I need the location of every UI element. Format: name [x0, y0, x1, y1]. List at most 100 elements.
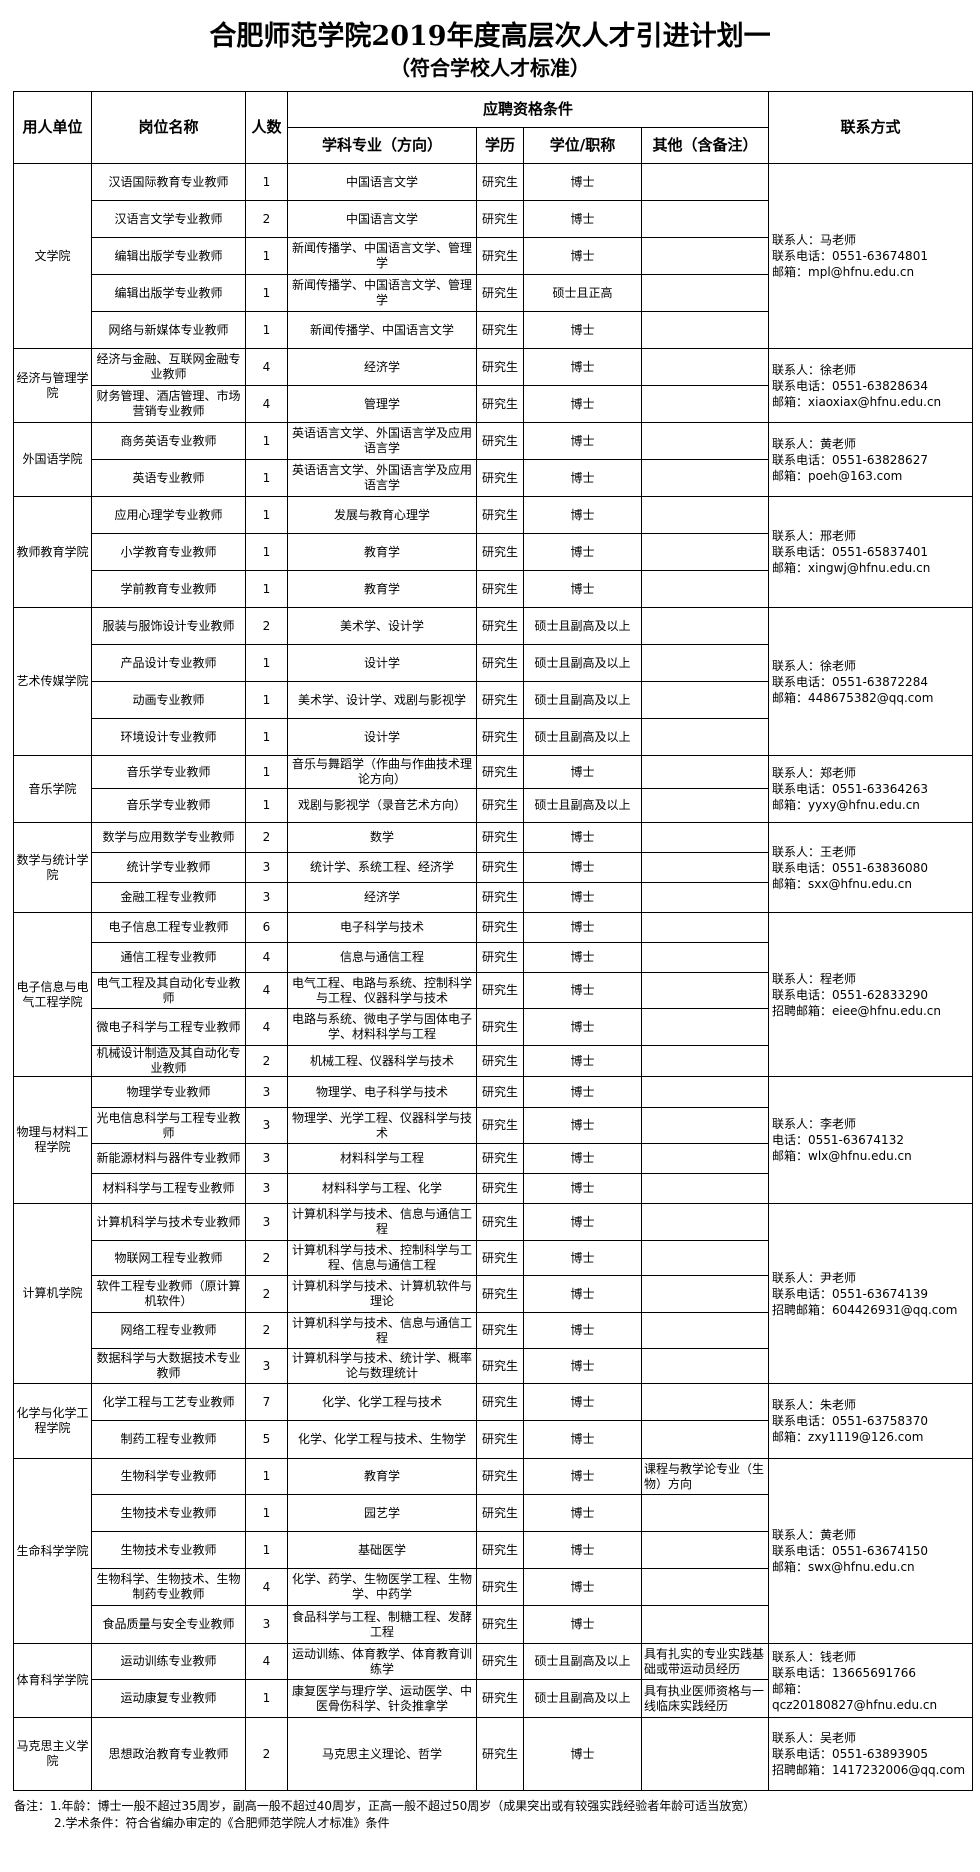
headcount: 4 [245, 1008, 288, 1046]
headcount: 3 [245, 882, 288, 913]
other-notes [640, 882, 770, 913]
major: 材料科学与工程、化学 [287, 1173, 477, 1204]
degree: 博士 [523, 1420, 642, 1459]
position-name: 产品设计专业教师 [91, 644, 246, 682]
headcount: 2 [245, 1240, 288, 1276]
position-name: 运动训练专业教师 [91, 1643, 246, 1680]
page-subtitle: （符合学校人才标准） [390, 56, 590, 80]
headcount: 3 [245, 1143, 288, 1174]
headcount: 2 [245, 822, 288, 853]
education: 研究生 [476, 1045, 524, 1077]
table-row: 物联网工程专业教师 2 计算机科学与技术、控制科学与工程、信息与通信工程 研究生 博士 [14, 1240, 973, 1276]
education: 研究生 [476, 755, 524, 789]
major: 发展与教育心理学 [287, 496, 477, 534]
recruitment-table: 用人单位 岗位名称 人数 应聘资格条件 联系方式 学科专业（方向） 学历 学位/… [13, 91, 974, 1791]
other-notes: 课程与教学论专业（生物）方向 [640, 1458, 770, 1495]
major: 机械工程、仪器科学与技术 [287, 1045, 477, 1077]
headcount: 1 [245, 1458, 288, 1495]
degree: 博士 [523, 1494, 642, 1532]
other-notes [640, 788, 770, 823]
degree: 博士 [523, 348, 642, 386]
degree: 博士 [523, 942, 642, 973]
other-notes [640, 1717, 770, 1791]
major: 计算机科学与技术、计算机软件与理论 [287, 1275, 477, 1313]
unit-name: 音乐学院 [13, 755, 92, 823]
degree: 博士 [523, 422, 642, 460]
degree: 博士 [523, 237, 642, 275]
contact-line: 联系电话：0551-63674801 [772, 249, 928, 263]
contact-info: 联系人：黄老师 联系电话：0551-63674150 邮箱：swx@hfnu.edu… [768, 1458, 974, 1644]
contact-info: 联系人：朱老师 联系电话：0551-63758370 邮箱：zxy1119@126.… [768, 1383, 974, 1459]
degree: 博士 [523, 1383, 642, 1421]
unit-name: 化学与化学工程学院 [13, 1383, 92, 1459]
other-notes: 具有扎实的专业实践基础或带运动员经历 [640, 1643, 770, 1680]
headcount: 4 [245, 942, 288, 973]
education: 研究生 [476, 972, 524, 1009]
education: 研究生 [476, 882, 524, 913]
major: 设计学 [287, 718, 477, 756]
headcount: 4 [245, 385, 288, 423]
contact-line: 邮箱：mpl@hfnu.edu.cn [772, 265, 915, 279]
education: 研究生 [476, 1494, 524, 1532]
education: 研究生 [476, 644, 524, 682]
position-name: 应用心理学专业教师 [91, 496, 246, 534]
major: 统计学、系统工程、经济学 [287, 852, 477, 883]
other-notes [640, 163, 770, 201]
table-row: 教师教育学院 应用心理学专业教师 1 发展与教育心理学 研究生 博士 联系人：邢老师 联系电话… [13, 496, 974, 608]
headcount: 1 [245, 163, 288, 201]
position-name: 数学与应用数学专业教师 [91, 822, 246, 853]
education: 研究生 [476, 1458, 524, 1495]
contact-line: 联系电话：0551-62833290 [772, 987, 928, 1002]
position-name: 思想政治教育专业教师 [91, 1717, 246, 1791]
major: 经济学 [287, 882, 477, 913]
other-notes [640, 496, 770, 534]
degree: 博士 [523, 1568, 642, 1606]
major: 食品科学与工程、制糖工程、发酵工程 [287, 1605, 477, 1644]
major: 美术学、设计学、戏剧与影视学 [287, 681, 477, 719]
position-name: 光电信息科学与工程专业教师 [91, 1107, 246, 1144]
other-notes [640, 1420, 770, 1459]
education: 研究生 [476, 422, 524, 460]
degree: 博士 [523, 1107, 642, 1144]
table-row: 产品设计专业教师 1 设计学 研究生 硕士且副高及以上 [14, 644, 973, 682]
major: 电子科学与技术 [287, 912, 477, 943]
headcount: 4 [245, 1643, 288, 1680]
contact-line: 邮箱：sxx@hfnu.edu.cn [772, 876, 912, 891]
contact-line: 联系电话：0551-63364263 [772, 782, 928, 796]
degree: 博士 [523, 311, 642, 349]
other-notes [640, 1076, 770, 1108]
contact-info: 联系人：尹老师 联系电话：0551-63674139 招聘邮箱：604426931@… [768, 1203, 974, 1384]
major: 教育学 [287, 533, 477, 571]
position-name: 环境设计专业教师 [91, 718, 246, 756]
education: 研究生 [476, 1531, 524, 1569]
contact-info: 联系人：程老师 联系电话：0551-62833290 招聘邮箱：eiee@hfnu.… [768, 912, 974, 1077]
contact-info: 联系人：徐老师 联系电话：0551-63872284 邮箱：448675382@qq… [768, 607, 974, 756]
education: 研究生 [476, 1348, 524, 1384]
headcount: 1 [245, 1494, 288, 1532]
other-notes [640, 533, 770, 571]
note-1: 备注：1.年龄：博士一般不超过35周岁，副高一般不超过40周岁，正高一般不超过5… [14, 1799, 756, 1813]
position-name: 金融工程专业教师 [91, 882, 246, 913]
major: 美术学、设计学 [287, 607, 477, 645]
contact-line: 联系人：王老师 [772, 844, 857, 859]
contact-line: 邮箱：xingwj@hfnu.edu.cn [772, 561, 931, 575]
contact-line: 联系人：邢老师 [772, 529, 857, 543]
contact-line: 招聘邮箱：1417232006@qq.com [772, 1763, 966, 1777]
headcount: 1 [245, 644, 288, 682]
headcount: 1 [245, 237, 288, 275]
headcount: 3 [245, 1173, 288, 1204]
major: 化学、化学工程与技术 [287, 1383, 477, 1421]
major: 马克思主义理论、哲学 [287, 1717, 477, 1791]
position-name: 财务管理、酒店管理、市场营销专业教师 [91, 385, 246, 423]
degree: 博士 [523, 1076, 642, 1108]
other-notes [640, 1045, 770, 1077]
table-row: 体育科学学院 运动训练专业教师 4 运动训练、体育教学、体育教育训练学 研究生 硕士且副高… [13, 1643, 974, 1718]
headcount: 2 [245, 1275, 288, 1313]
major: 基础医学 [287, 1531, 477, 1569]
position-name: 编辑出版学专业教师 [91, 274, 246, 312]
other-notes [640, 200, 770, 238]
position-name: 学前教育专业教师 [91, 570, 246, 608]
header-contact: 联系方式 [768, 91, 974, 164]
degree: 博士 [523, 200, 642, 238]
other-notes [640, 385, 770, 423]
